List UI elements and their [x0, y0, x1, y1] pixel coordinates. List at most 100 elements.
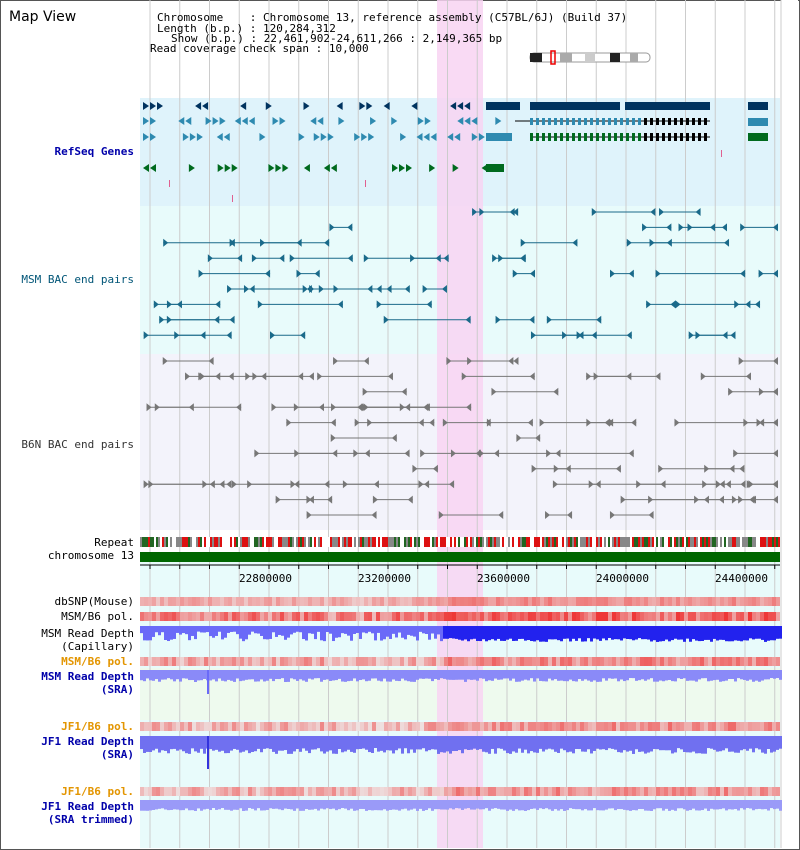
- read-depth-bar: [545, 626, 548, 642]
- repeat-segment: [488, 537, 490, 547]
- repeat-segment: [276, 537, 278, 547]
- read-depth-bar: [599, 670, 602, 682]
- read-depth-bar: [578, 800, 581, 810]
- polymorphism-cell: [644, 722, 648, 731]
- gene-strand-arrow: [189, 133, 196, 141]
- gene-exon: [530, 133, 533, 141]
- track-label-msm-bac[interactable]: MSM BAC end pairs: [21, 273, 134, 286]
- track-label-jf1-depth-sra[interactable]: JF1 Read Depth: [41, 735, 134, 748]
- polymorphism-cell: [556, 657, 560, 666]
- track-label-jf1-b6-pol-1[interactable]: JF1/B6 pol.: [61, 720, 134, 733]
- polymorphism-cell: [384, 612, 388, 621]
- polymorphism-cell: [172, 787, 176, 796]
- read-depth-bar: [719, 736, 722, 752]
- axis-tick-label: 23200000: [358, 572, 411, 585]
- repeat-segment: [604, 537, 606, 547]
- polymorphism-cell: [428, 597, 432, 606]
- polymorphism-cell: [588, 612, 592, 621]
- repeat-segment: [582, 537, 584, 547]
- polymorphism-cell: [372, 787, 376, 796]
- repeat-segment: [500, 537, 502, 547]
- polymorphism-cell: [168, 722, 172, 731]
- polymorphism-cell: [640, 597, 644, 606]
- read-depth-bar: [518, 736, 521, 749]
- polymorphism-cell: [568, 612, 572, 621]
- read-depth-bar: [308, 736, 311, 754]
- read-depth-bar: [665, 670, 668, 681]
- repeat-segment: [166, 537, 168, 547]
- read-depth-bar: [356, 626, 359, 633]
- read-depth-bar: [398, 736, 401, 749]
- polymorphism-cell: [244, 612, 248, 621]
- bac-end-marker: [626, 331, 632, 340]
- gene-exon: [602, 133, 605, 141]
- repeat-segment: [742, 537, 744, 547]
- polymorphism-cell: [372, 612, 376, 621]
- track-label-msm-depth-sra[interactable]: MSM Read Depth: [41, 670, 134, 683]
- read-depth-bar: [761, 736, 764, 753]
- read-depth-bar: [398, 626, 401, 633]
- read-depth-bar: [356, 670, 359, 682]
- read-depth-bar: [470, 626, 473, 640]
- read-depth-bar: [668, 736, 671, 751]
- track-label-jf1-b6-pol-2[interactable]: JF1/B6 pol.: [61, 785, 134, 798]
- read-depth-bar: [233, 670, 236, 682]
- read-depth-bar: [293, 736, 296, 752]
- polymorphism-cell: [592, 787, 596, 796]
- read-depth-bar: [248, 670, 251, 680]
- read-depth-bar: [329, 736, 332, 751]
- polymorphism-cell: [308, 612, 312, 621]
- read-depth-bar: [749, 800, 752, 809]
- polymorphism-cell: [188, 787, 192, 796]
- repeat-segment: [520, 537, 522, 547]
- polymorphism-cell: [196, 597, 200, 606]
- repeat-segment: [694, 537, 696, 547]
- read-depth-bar: [335, 800, 338, 811]
- repeat-segment: [150, 537, 152, 547]
- read-depth-bar: [680, 626, 683, 640]
- read-depth-bar: [500, 670, 503, 680]
- gene-strand-arrow: [205, 117, 212, 125]
- polymorphism-cell: [376, 787, 380, 796]
- track-label-repeat[interactable]: Repeat: [94, 536, 134, 549]
- bac-end-marker: [229, 315, 235, 324]
- read-depth-bar: [719, 800, 722, 810]
- polymorphism-cell: [568, 722, 572, 731]
- gene-block: [530, 102, 620, 110]
- read-depth-bar: [389, 626, 392, 639]
- track-label-msm-b6-pol-1[interactable]: MSM/B6 pol.: [61, 610, 134, 623]
- polymorphism-cell: [760, 787, 764, 796]
- gene-strand-arrow: [298, 133, 305, 141]
- read-depth-bar: [632, 736, 635, 754]
- read-depth-bar: [200, 736, 203, 749]
- polymorphism-cell: [548, 722, 552, 731]
- polymorphism-cell: [440, 612, 444, 621]
- polymorphism-cell: [244, 722, 248, 731]
- track-label-jf1-depth-trim[interactable]: JF1 Read Depth: [41, 800, 134, 813]
- read-depth-bar: [566, 800, 569, 811]
- read-depth-bar: [380, 670, 383, 682]
- polymorphism-cell: [144, 787, 148, 796]
- read-depth-bar: [269, 626, 272, 639]
- track-label-b6n-bac[interactable]: B6N BAC end pairs: [21, 438, 134, 451]
- track-label-dbsnp[interactable]: dbSNP(Mouse): [54, 595, 134, 608]
- read-depth-bar: [638, 800, 641, 809]
- polymorphism-cell: [768, 657, 772, 666]
- track-label-msm-b6-pol-2[interactable]: MSM/B6 pol.: [61, 655, 134, 668]
- repeat-segment: [508, 537, 510, 547]
- read-depth-bar: [611, 800, 614, 809]
- read-depth-bar: [506, 800, 509, 811]
- polymorphism-cell: [380, 722, 384, 731]
- track-label-msm-depth-cap[interactable]: MSM Read Depth: [41, 627, 134, 640]
- polymorphism-cell: [356, 597, 360, 606]
- bac-end-marker: [231, 480, 237, 489]
- track-label-refseq[interactable]: RefSeq Genes: [54, 145, 134, 158]
- read-depth-bar: [644, 670, 647, 681]
- polymorphism-cell: [680, 597, 684, 606]
- gene-strand-arrow: [471, 133, 478, 141]
- read-depth-bar: [614, 626, 617, 640]
- right-margin: [781, 0, 798, 848]
- polymorphism-cell: [768, 612, 772, 621]
- info-chromosome: Chromosome : Chromosome 13, reference as…: [157, 11, 628, 24]
